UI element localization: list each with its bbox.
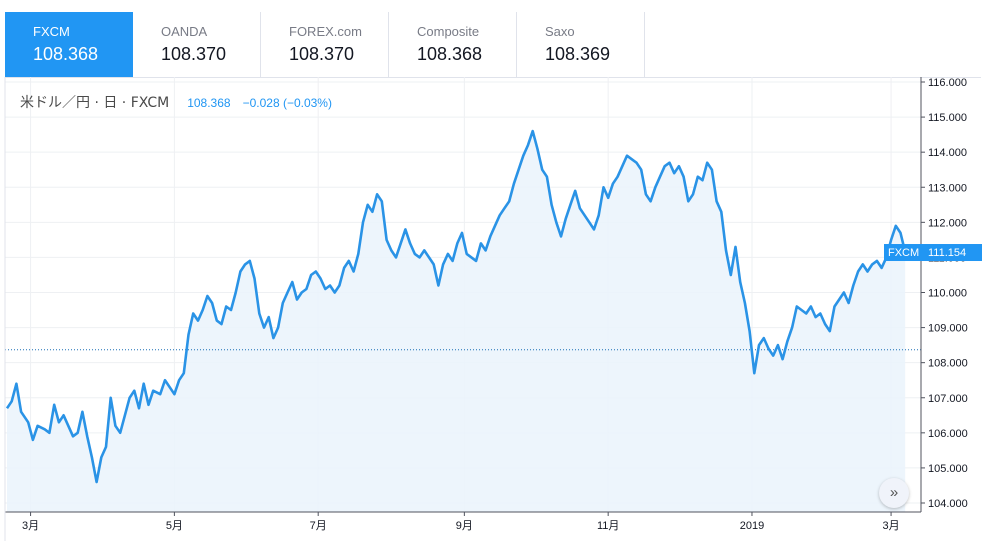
- tab-composite[interactable]: Composite 108.368: [389, 12, 517, 77]
- y-tick-label: 110.000: [928, 288, 967, 300]
- double-chevron-right-icon[interactable]: »: [879, 478, 909, 508]
- y-tick-label: 104.000: [928, 498, 968, 510]
- tab-name: Saxo: [545, 24, 575, 39]
- y-tick-label: 116.000: [928, 77, 967, 89]
- x-tick-label: 3月: [883, 520, 900, 532]
- x-tick-label: 7月: [310, 520, 327, 532]
- tab-value: 108.369: [545, 44, 611, 64]
- x-tick-label: 3月: [22, 520, 39, 532]
- tab-fxcm[interactable]: FXCM 108.368: [5, 12, 133, 77]
- symbol-label[interactable]: 米ドル／円 · 日 · FXCM: [20, 95, 170, 111]
- tab-name: OANDA: [161, 24, 208, 39]
- y-tick-label: 113.000: [928, 182, 967, 194]
- legend-change: −0.028 (−0.03%): [242, 96, 332, 110]
- chart-legend: 米ドル／円 · 日 · FXCM 108.368 −0.028 (−0.03%): [20, 92, 332, 112]
- legend-value: 108.368: [187, 96, 231, 110]
- tab-value: 108.368: [33, 44, 99, 64]
- y-tick-label: 109.000: [928, 323, 968, 335]
- price-area-fill: [7, 131, 906, 512]
- tab-value: 108.370: [161, 44, 227, 64]
- y-tick-label: 114.000: [928, 147, 967, 159]
- tab-name: FOREX.com: [289, 24, 362, 39]
- tab-value: 108.368: [417, 44, 483, 64]
- tab-name: FXCM: [33, 24, 70, 39]
- price-tag-value: 111.154: [928, 247, 966, 259]
- y-tick-label: 105.000: [928, 463, 968, 475]
- y-tick-label: 106.000: [928, 428, 968, 440]
- last-price-tag: FXCM 111.154: [884, 244, 982, 262]
- y-tick-label: 108.000: [928, 358, 968, 370]
- tab-name: Composite: [417, 24, 480, 39]
- tab-oanda[interactable]: OANDA 108.370: [133, 12, 261, 77]
- tab-saxo[interactable]: Saxo 108.369: [517, 12, 645, 77]
- x-tick-label: 5月: [166, 520, 183, 532]
- x-tick-label: 9月: [456, 520, 473, 532]
- exchange-tabs: FXCM 108.368 OANDA 108.370 FOREX.com 108…: [5, 12, 981, 78]
- tab-forex-com[interactable]: FOREX.com 108.370: [261, 12, 389, 77]
- y-tick-label: 107.000: [928, 393, 968, 405]
- chart-axes: [4, 77, 922, 541]
- x-axis-tick-labels: 3月 5月 7月 9月 11月 2019 3月: [22, 512, 900, 532]
- price-tag-background: [884, 244, 982, 262]
- price-series-line: [5, 129, 907, 484]
- tab-value: 108.370: [289, 44, 355, 64]
- y-tick-label: 112.000: [928, 217, 967, 229]
- y-tick-label: 115.000: [928, 112, 967, 124]
- y-axis-tick-labels: 104.000 105.000 106.000 107.000 108.000 109.0…: [921, 77, 968, 510]
- x-tick-label: 11月: [597, 520, 619, 532]
- x-tick-label: 2019: [740, 520, 764, 532]
- price-tag-label: FXCM: [888, 247, 919, 259]
